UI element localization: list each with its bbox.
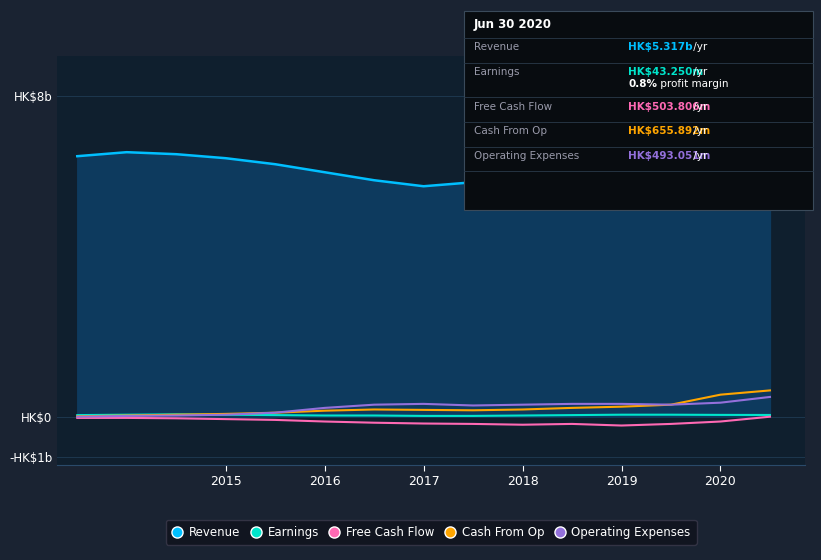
Text: /yr: /yr	[690, 102, 707, 112]
Text: HK$655.892m: HK$655.892m	[628, 127, 710, 137]
Text: Jun 30 2020: Jun 30 2020	[474, 18, 552, 31]
Text: 0.8%: 0.8%	[628, 80, 657, 90]
Text: HK$503.806m: HK$503.806m	[628, 102, 710, 112]
Text: /yr: /yr	[690, 67, 707, 77]
Text: Revenue: Revenue	[474, 43, 519, 53]
Text: Free Cash Flow: Free Cash Flow	[474, 102, 552, 112]
Text: /yr: /yr	[690, 127, 707, 137]
Text: HK$43.250m: HK$43.250m	[628, 67, 704, 77]
Text: HK$493.051m: HK$493.051m	[628, 151, 710, 161]
Text: /yr: /yr	[690, 43, 707, 53]
Text: profit margin: profit margin	[657, 80, 728, 90]
Text: Cash From Op: Cash From Op	[474, 127, 547, 137]
Legend: Revenue, Earnings, Free Cash Flow, Cash From Op, Operating Expenses: Revenue, Earnings, Free Cash Flow, Cash …	[166, 520, 696, 545]
Text: Earnings: Earnings	[474, 67, 519, 77]
Text: HK$5.317b: HK$5.317b	[628, 43, 693, 53]
Text: /yr: /yr	[690, 151, 707, 161]
Text: Operating Expenses: Operating Expenses	[474, 151, 579, 161]
